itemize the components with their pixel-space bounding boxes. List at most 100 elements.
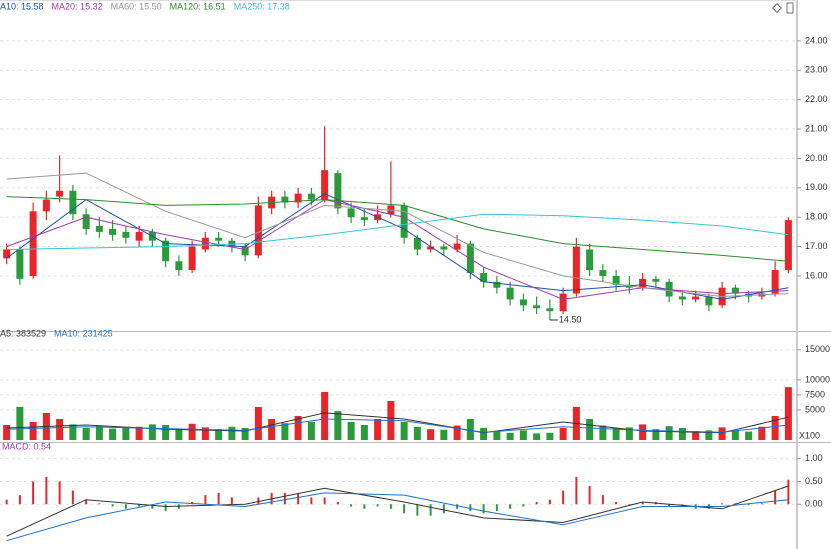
volume-bar [559, 427, 567, 440]
ma-line [6, 485, 789, 537]
candle-body [400, 205, 408, 238]
icon[interactable] [772, 3, 782, 13]
volume-bar [533, 433, 541, 440]
candle-body [135, 231, 143, 241]
volume-bar [69, 424, 77, 440]
volume-bar [466, 418, 474, 440]
candle-body [360, 217, 368, 221]
candle-body [307, 193, 315, 200]
y-tick-label: 15000 [805, 344, 830, 354]
candle-body [678, 296, 686, 300]
volume-bar [228, 426, 236, 440]
volume-bar [480, 427, 488, 440]
y-tick-label: 22.00 [805, 94, 828, 104]
volume-bar [745, 431, 753, 440]
volume-bar [639, 424, 647, 440]
candle-body [480, 273, 488, 282]
ma-line [6, 199, 789, 300]
legend-entry: MA20: 15.32 [52, 1, 103, 11]
candle-body [188, 246, 196, 271]
candle-body [254, 205, 262, 256]
y-tick-label: 0.00 [805, 499, 823, 509]
y-tick-label: 1.00 [805, 453, 823, 463]
candle-body [559, 293, 567, 312]
volume-bar [201, 427, 209, 440]
legend-entry: A10: 15.58 [0, 1, 44, 11]
legend-entry: MA10: 231425 [54, 328, 113, 338]
y-tick-label: 19.00 [805, 182, 828, 192]
candle-body [771, 270, 779, 294]
volume-bar [453, 425, 461, 440]
candle-body [586, 249, 594, 271]
icon[interactable] [786, 2, 794, 14]
legend-entry: A5: 383529 [0, 328, 46, 338]
y-tick-label: 17.00 [805, 241, 828, 251]
candle-body [201, 237, 209, 250]
volume-bar [162, 424, 170, 440]
candle-body [241, 246, 249, 256]
volume-bar [493, 430, 501, 440]
candle-body [281, 196, 289, 203]
volume-bar [307, 421, 315, 440]
volume-bar [374, 418, 382, 440]
volume-bar [135, 426, 143, 440]
candle-body [652, 278, 660, 282]
y-tick-label: 21.00 [805, 123, 828, 133]
candle-body [56, 190, 64, 197]
candle-body [546, 308, 554, 312]
candle-body [321, 170, 329, 200]
volume-bar [148, 424, 156, 440]
candle-body [506, 287, 514, 300]
volume-bar [294, 415, 302, 440]
volume-bar [122, 427, 130, 440]
candle-body [665, 281, 673, 297]
candle-body [413, 237, 421, 250]
volume-bar [625, 427, 633, 440]
ma-line [6, 196, 789, 262]
volume-bar [599, 425, 607, 440]
volume-bar [400, 421, 408, 440]
volume-bar [771, 415, 779, 440]
y-tick-label: 16.00 [805, 270, 828, 280]
candle-body [175, 261, 183, 271]
y-tick-label: 7500 [805, 389, 825, 399]
volume-bar [652, 429, 660, 440]
candle-body [612, 275, 620, 285]
candle-body [95, 225, 103, 232]
volume-bar [215, 429, 223, 440]
candle-body [692, 296, 700, 300]
legend-entry: MACD: 0.54 [2, 441, 51, 451]
y-tick-label: 23.00 [805, 65, 828, 75]
annotation: 14.50 [559, 314, 582, 324]
volume-bar [758, 426, 766, 440]
candle-body [334, 173, 342, 209]
y-tick-label: 10000 [805, 374, 830, 384]
legend-entry: MA120: 16.51 [170, 1, 226, 11]
volume-bar [281, 423, 289, 440]
volume-bar [506, 432, 514, 440]
volume-bar [109, 428, 117, 440]
volume-bar [413, 426, 421, 440]
candle-body [440, 246, 448, 250]
y-tick-label: 5000 [805, 404, 825, 414]
candle-body [69, 190, 77, 215]
y-tick-label: 24.00 [805, 35, 828, 45]
volume-bar [16, 406, 24, 440]
volume-bar [718, 427, 726, 440]
volume-bar [334, 411, 342, 440]
y-tick-label: 18.00 [805, 212, 828, 222]
ma-line [6, 213, 789, 250]
volume-bar [347, 421, 355, 440]
volume-bar [254, 406, 262, 440]
candle-body [294, 193, 302, 203]
volume-bar [612, 427, 620, 440]
volume-bar [519, 430, 527, 440]
candle-body [122, 231, 130, 238]
volume-bar [665, 426, 673, 440]
candle-body [533, 305, 541, 309]
candle-body [347, 208, 355, 218]
ma-line [6, 418, 789, 433]
candle-body [731, 287, 739, 294]
legend-entry: MA250: 17.38 [234, 1, 290, 11]
